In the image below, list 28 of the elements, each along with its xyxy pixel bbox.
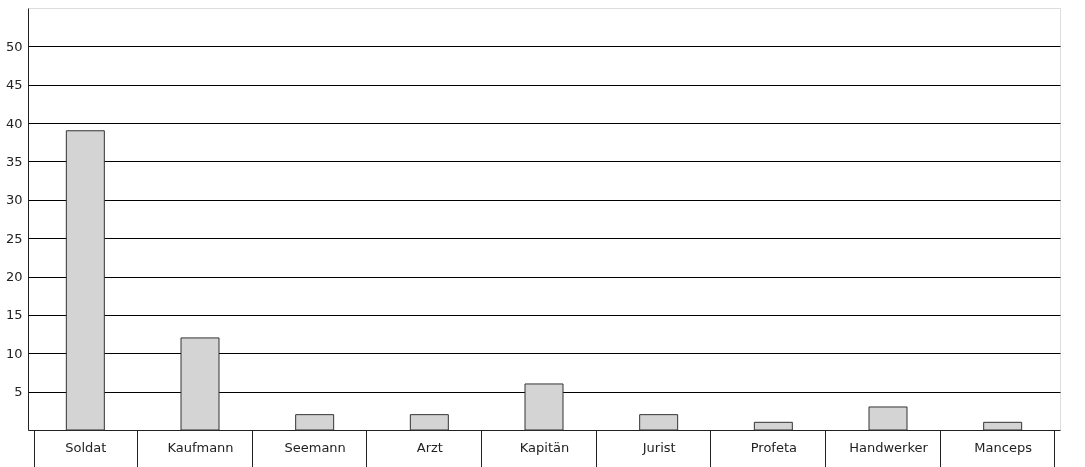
y-tick-label: 30	[5, 192, 23, 208]
bar	[295, 414, 335, 431]
x-tick-label: Seemann	[284, 439, 346, 455]
x-tick-label: Profeta	[750, 439, 797, 455]
bar	[180, 337, 220, 431]
x-tick-label: Arzt	[416, 439, 443, 455]
y-tick-label: 15	[5, 307, 23, 323]
y-tick-label: 35	[5, 153, 23, 169]
bar	[409, 414, 449, 431]
x-tick-label: Kaufmann	[167, 439, 234, 455]
y-tick-label: 5	[14, 384, 23, 400]
x-tick-label: Handwerker	[849, 439, 929, 455]
y-tick-label: 25	[5, 230, 23, 246]
x-tick-label: Soldat	[65, 439, 107, 455]
bar	[753, 421, 793, 431]
y-tick-label: 45	[5, 77, 23, 93]
bar	[65, 130, 105, 431]
x-tick-label: Jurist	[641, 439, 676, 455]
x-tick-label: Manceps	[974, 439, 1033, 455]
bar	[639, 414, 679, 431]
x-tick-label: Kapitän	[519, 439, 570, 455]
bar	[983, 421, 1023, 431]
bar	[524, 383, 564, 431]
y-tick-label: 50	[5, 38, 23, 54]
y-tick-label: 40	[5, 115, 23, 131]
bar	[868, 406, 908, 431]
y-tick-label: 20	[5, 269, 23, 285]
y-tick-label: 10	[5, 345, 23, 361]
